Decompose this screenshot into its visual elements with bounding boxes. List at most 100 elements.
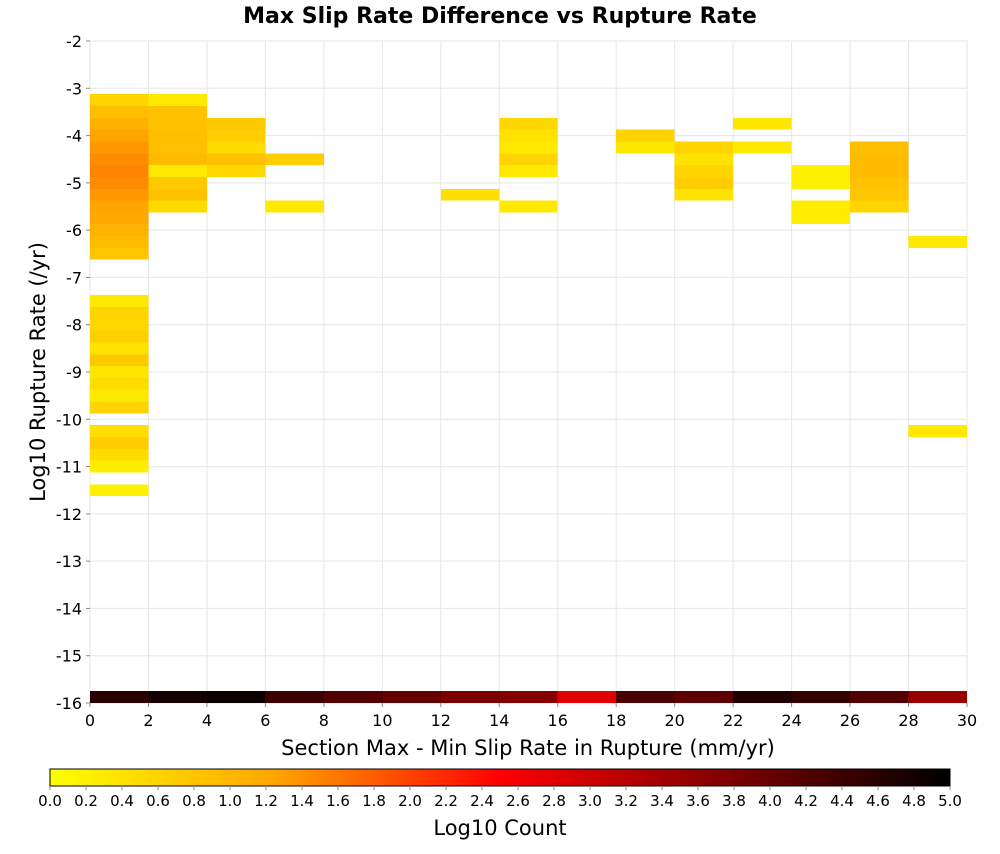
x-tick-label: 12	[431, 711, 451, 730]
x-tick-label: 4	[202, 711, 212, 730]
heatmap-cell	[499, 153, 558, 166]
heatmap-cell	[90, 691, 149, 703]
heatmap-cell	[616, 129, 675, 142]
heatmap-cell	[908, 425, 967, 438]
x-tick-label: 18	[606, 711, 626, 730]
heatmap-cell	[791, 176, 851, 189]
x-tick-label: 28	[898, 711, 918, 730]
heatmap-cell	[90, 224, 149, 237]
y-tick-label: -6	[66, 221, 82, 240]
heatmap-cell	[674, 153, 734, 166]
heatmap-cell	[499, 129, 558, 142]
heatmap-cell	[148, 117, 207, 130]
heatmap-cell	[90, 425, 149, 438]
heatmap-cell	[850, 153, 909, 166]
colorbar-tick-label: 1.6	[326, 792, 350, 810]
heatmap-cell	[90, 188, 149, 201]
heatmap-cell	[206, 117, 266, 130]
heatmap-cell	[557, 691, 617, 703]
y-tick-label: -11	[56, 458, 82, 477]
y-tick-label: -3	[66, 79, 82, 98]
heatmap-cell	[791, 212, 851, 225]
heatmap-cell	[90, 389, 149, 402]
heatmap-cell	[148, 691, 207, 703]
heatmap-cell	[206, 153, 266, 166]
heatmap-cell	[90, 318, 149, 331]
colorbar-tick-label: 2.0	[398, 792, 422, 810]
x-tick-label: 14	[489, 711, 509, 730]
heatmap-cell	[850, 200, 909, 213]
colorbar-label: Log10 Count	[433, 816, 566, 840]
heatmap-cell	[791, 200, 851, 213]
heatmap-cell	[90, 354, 149, 367]
y-axis-label: Log10 Rupture Rate (/yr)	[26, 242, 50, 502]
heatmap-cell	[206, 165, 266, 177]
heatmap-cell	[90, 460, 149, 473]
colorbar-tick-label: 4.2	[794, 792, 818, 810]
heatmap-cell	[382, 691, 441, 703]
heatmap-cell	[499, 165, 558, 177]
x-tick-label: 6	[260, 711, 270, 730]
heatmap-cell	[90, 377, 149, 390]
heatmap-cell	[148, 141, 207, 154]
colorbar-tick-label: 1.2	[254, 792, 278, 810]
colorbar-tick-label: 3.4	[650, 792, 674, 810]
heatmap-cell	[90, 306, 149, 319]
colorbar-tick-label: 3.8	[722, 792, 746, 810]
colorbar-tick-label: 4.4	[830, 792, 854, 810]
y-tick-label: -2	[66, 32, 82, 51]
colorbar-tick-label: 1.0	[218, 792, 242, 810]
colorbar	[49, 768, 951, 787]
x-tick-label: 26	[840, 711, 860, 730]
heatmap-cell	[90, 401, 149, 414]
heatmap-cell	[440, 691, 500, 703]
heatmap-cell	[499, 141, 558, 154]
heatmap-cell	[148, 129, 207, 142]
colorbar-tick-label: 4.0	[758, 792, 782, 810]
heatmap-cell	[323, 691, 383, 703]
x-tick-label: 30	[957, 711, 977, 730]
colorbar-tick-label: 0.2	[74, 792, 98, 810]
heatmap-cell	[90, 437, 149, 449]
heatmap-cell	[265, 200, 324, 213]
heatmap-cell	[850, 141, 909, 154]
heatmap-cell	[90, 129, 149, 142]
heatmap-cell	[850, 188, 909, 201]
x-tick-label: 0	[85, 711, 95, 730]
y-tick-label: -5	[66, 174, 82, 193]
colorbar-ticks: 0.0 0.2 0.4 0.6 0.8 1.0 1.2 1.4 1.6 1.8 2.0 2.2 2.4 2…	[38, 786, 962, 810]
y-tick-label: -12	[56, 505, 82, 524]
y-tick-label: -4	[66, 127, 82, 146]
colorbar-tick-label: 0.0	[38, 792, 62, 810]
heatmap-cell	[148, 165, 207, 177]
y-tick-label: -14	[56, 599, 82, 618]
heatmap-cell	[206, 691, 266, 703]
heatmap-cell	[674, 691, 734, 703]
colorbar-tick-label: 2.6	[506, 792, 530, 810]
heatmap-cell	[850, 691, 909, 703]
heatmap-cell	[616, 691, 675, 703]
y-axis-ticks: -2 -3 -4 -5 -6 -7 -8 -9 -10 -11 -12 -13 -14 -15 -16	[56, 32, 90, 713]
y-tick-label: -10	[56, 410, 82, 429]
colorbar-tick-label: 1.4	[290, 792, 314, 810]
colorbar-tick-label: 2.8	[542, 792, 566, 810]
heatmap-cell	[90, 165, 149, 177]
heatmap-cell	[206, 141, 266, 154]
heatmap-cell	[90, 176, 149, 189]
heatmap-cell	[733, 691, 792, 703]
colorbar-tick-label: 2.2	[434, 792, 458, 810]
heatmap-cells	[90, 94, 967, 703]
y-tick-label: -15	[56, 647, 82, 666]
heatmap-cell	[148, 153, 207, 166]
heatmap-cell	[265, 691, 324, 703]
heatmap-cell	[791, 165, 851, 177]
heatmap-cell	[90, 117, 149, 130]
heatmap-cell	[908, 236, 967, 248]
y-tick-label: -16	[56, 694, 82, 713]
heatmap-cell	[90, 106, 149, 118]
colorbar-tick-label: 5.0	[938, 792, 962, 810]
chart-title: Max Slip Rate Difference vs Rupture Rate	[243, 4, 757, 29]
heatmap-cell	[90, 366, 149, 378]
